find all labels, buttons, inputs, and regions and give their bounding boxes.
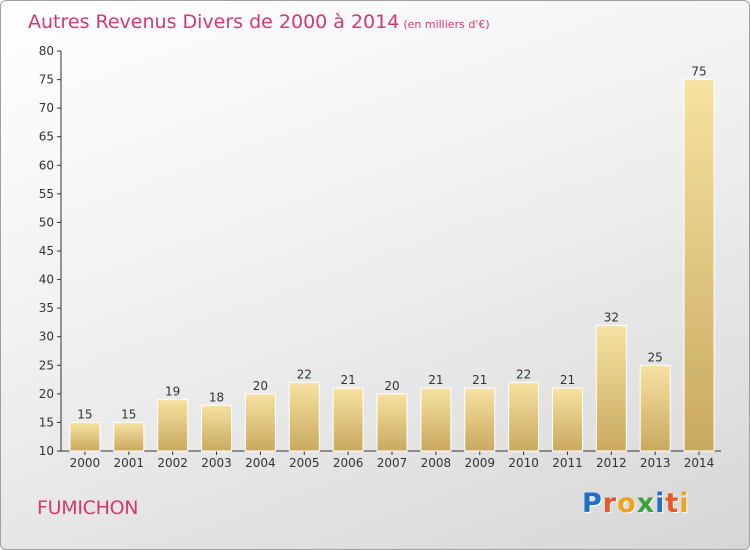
bar (420, 387, 452, 452)
y-tick-label: 65 (39, 130, 54, 144)
y-tick-label: 50 (39, 215, 54, 229)
data-label: 75 (691, 65, 706, 79)
bar (201, 404, 233, 452)
data-label: 18 (209, 390, 224, 404)
y-tick-label: 75 (39, 73, 54, 87)
data-label: 15 (77, 407, 92, 421)
brand-letter: P (582, 488, 603, 519)
x-axis: 2000 2001 2002 2003 2004 2005 2006 2007 2008 2009… (61, 450, 721, 470)
data-label: 21 (340, 373, 355, 387)
location-name: FUMICHON (37, 497, 139, 519)
y-tick-label: 35 (39, 301, 54, 315)
x-tick-label: 2014 (684, 456, 715, 470)
y-tick-label: 45 (39, 244, 54, 258)
bar (464, 387, 496, 452)
data-label: 21 (472, 373, 487, 387)
y-axis: 10 15 20 25 30 35 40 45 50 55 60 65 70 75 80 (39, 44, 62, 458)
x-tick-label: 2012 (596, 456, 627, 470)
bar (551, 387, 583, 452)
bar (683, 79, 715, 452)
x-tick-label: 2007 (377, 456, 408, 470)
bar (157, 399, 189, 452)
data-label: 25 (648, 350, 663, 364)
data-label: 21 (560, 373, 575, 387)
brand-letter: i (679, 488, 690, 519)
x-tick-label: 2010 (508, 456, 539, 470)
bar (508, 381, 540, 452)
brand-letter: x (636, 488, 656, 519)
brand-letter: r (602, 488, 618, 519)
y-tick-label: 25 (39, 358, 54, 372)
y-tick-label: 60 (39, 158, 54, 172)
brand-logo: Proxiti (582, 488, 690, 519)
x-tick-label: 2011 (552, 456, 583, 470)
brand-letter: o (617, 488, 637, 519)
data-label: 20 (253, 379, 268, 393)
x-tick-label: 2008 (421, 456, 452, 470)
brand-letter: i (655, 488, 666, 519)
x-tick-label: 2004 (245, 456, 276, 470)
bar (595, 324, 627, 452)
y-tick-label: 40 (39, 273, 54, 287)
x-tick-label: 2006 (333, 456, 364, 470)
bar (376, 393, 408, 452)
x-tick-label: 2002 (157, 456, 188, 470)
x-tick-label: 2005 (289, 456, 320, 470)
data-label: 15 (121, 407, 136, 421)
chart-title: Autres Revenus Divers de 2000 à 2014 (en … (28, 11, 490, 33)
data-label: 21 (428, 373, 443, 387)
data-label: 19 (165, 385, 180, 399)
bar (288, 381, 320, 452)
y-tick-label: 20 (39, 387, 54, 401)
y-tick-label: 15 (39, 415, 54, 429)
data-label: 20 (384, 379, 399, 393)
data-label: 32 (604, 310, 619, 324)
x-tick-label: 2000 (70, 456, 101, 470)
y-tick-label: 10 (39, 444, 54, 458)
y-tick-label: 55 (39, 187, 54, 201)
title-text: Autres Revenus Divers de 2000 à 2014 (28, 11, 400, 33)
data-label: 22 (297, 367, 312, 381)
chart-subtitle: (en milliers d'€) (403, 18, 490, 31)
bar (69, 421, 101, 452)
bar (113, 421, 145, 452)
x-tick-label: 2009 (464, 456, 495, 470)
x-tick-label: 2001 (114, 456, 145, 470)
bar (332, 387, 364, 452)
y-tick-label: 70 (39, 101, 54, 115)
y-tick-label: 30 (39, 330, 54, 344)
bar (639, 364, 671, 452)
brand-letter: t (665, 488, 680, 519)
data-labels-group: 15 15 19 18 20 22 21 20 21 21 22 21 32 25 75 (77, 65, 706, 422)
bar (244, 393, 276, 452)
bars-group (69, 79, 715, 452)
y-tick-label: 80 (39, 44, 54, 58)
x-tick-label: 2003 (201, 456, 232, 470)
x-tick-label: 2013 (640, 456, 671, 470)
data-label: 22 (516, 367, 531, 381)
